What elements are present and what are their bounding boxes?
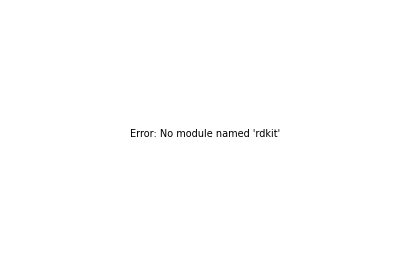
- Text: Error: No module named 'rdkit': Error: No module named 'rdkit': [130, 129, 279, 139]
